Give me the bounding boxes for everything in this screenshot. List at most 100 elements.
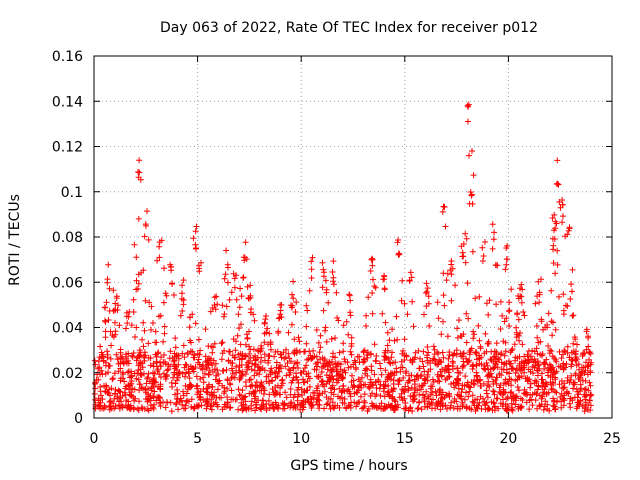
data-point [348, 351, 355, 358]
data-point [518, 358, 525, 365]
data-point [261, 351, 268, 358]
data-point [128, 322, 135, 329]
data-point [230, 336, 237, 343]
data-point [491, 229, 498, 236]
data-point [420, 363, 427, 370]
data-point [526, 406, 533, 413]
data-point [386, 393, 393, 400]
data-point [257, 382, 264, 389]
data-point [443, 277, 450, 284]
data-point [379, 310, 386, 317]
data-point [435, 315, 442, 322]
data-point [468, 406, 475, 413]
data-point [141, 357, 148, 364]
data-point [484, 394, 491, 401]
data-point [468, 191, 475, 198]
data-point [238, 293, 245, 300]
data-point [294, 376, 301, 383]
data-point [581, 370, 588, 376]
data-point [546, 350, 553, 357]
data-point [268, 377, 275, 384]
data-point [316, 349, 323, 356]
data-point [91, 357, 98, 364]
data-point [233, 296, 240, 303]
data-point [179, 370, 186, 377]
data-point [95, 365, 101, 372]
data-point [319, 390, 326, 397]
data-point [258, 401, 265, 408]
data-point [343, 318, 350, 325]
data-point [568, 361, 575, 368]
data-point [554, 157, 561, 164]
data-point [446, 390, 453, 397]
data-point [122, 353, 129, 360]
data-point [294, 401, 301, 408]
y-tick-label: 0.06 [52, 275, 83, 291]
data-point [489, 221, 496, 228]
data-point [156, 400, 163, 407]
data-point [523, 399, 530, 406]
data-point [416, 398, 423, 405]
data-point [364, 408, 371, 414]
data-point [274, 382, 281, 389]
data-point [97, 343, 104, 350]
data-point [279, 380, 286, 387]
data-point [129, 385, 136, 392]
data-point [503, 360, 510, 367]
data-point [424, 377, 431, 384]
data-point [494, 262, 501, 269]
data-point [533, 323, 540, 329]
data-point [429, 405, 435, 412]
data-point [433, 400, 440, 407]
data-point [361, 403, 368, 410]
data-point [228, 396, 235, 403]
data-point [521, 369, 528, 376]
data-point [268, 365, 275, 372]
data-point [432, 360, 439, 367]
data-point [382, 378, 389, 385]
data-point [333, 289, 340, 296]
data-point [241, 254, 248, 261]
data-point [564, 350, 571, 356]
data-point [117, 377, 124, 384]
data-point [348, 399, 354, 406]
data-point [525, 348, 532, 355]
data-point [426, 323, 433, 329]
data-point [185, 370, 192, 377]
data-point [281, 401, 288, 408]
data-point [243, 361, 250, 368]
data-point [389, 395, 396, 402]
data-point [506, 308, 513, 315]
data-point [376, 403, 383, 410]
data-point [224, 377, 231, 384]
data-point [330, 281, 337, 288]
data-point [276, 368, 283, 375]
data-point [171, 361, 177, 368]
data-point [248, 306, 255, 312]
data-point [416, 391, 423, 398]
data-point [330, 278, 337, 285]
data-point [561, 380, 568, 387]
data-point [483, 399, 490, 406]
data-point [536, 289, 543, 296]
data-point [395, 381, 402, 388]
data-point [174, 377, 180, 384]
data-point [502, 348, 509, 355]
data-point [517, 285, 523, 292]
data-point [567, 296, 574, 302]
data-point [237, 341, 244, 348]
data-point [142, 221, 149, 228]
data-point [560, 213, 566, 220]
data-point [341, 396, 348, 402]
data-point [399, 277, 406, 284]
data-point [342, 358, 349, 365]
data-point [327, 385, 334, 392]
data-point [287, 369, 294, 376]
data-point [212, 360, 219, 367]
data-point [203, 364, 210, 371]
data-point [340, 340, 347, 347]
data-point [559, 197, 566, 203]
data-point [583, 359, 589, 366]
data-point [552, 326, 559, 333]
